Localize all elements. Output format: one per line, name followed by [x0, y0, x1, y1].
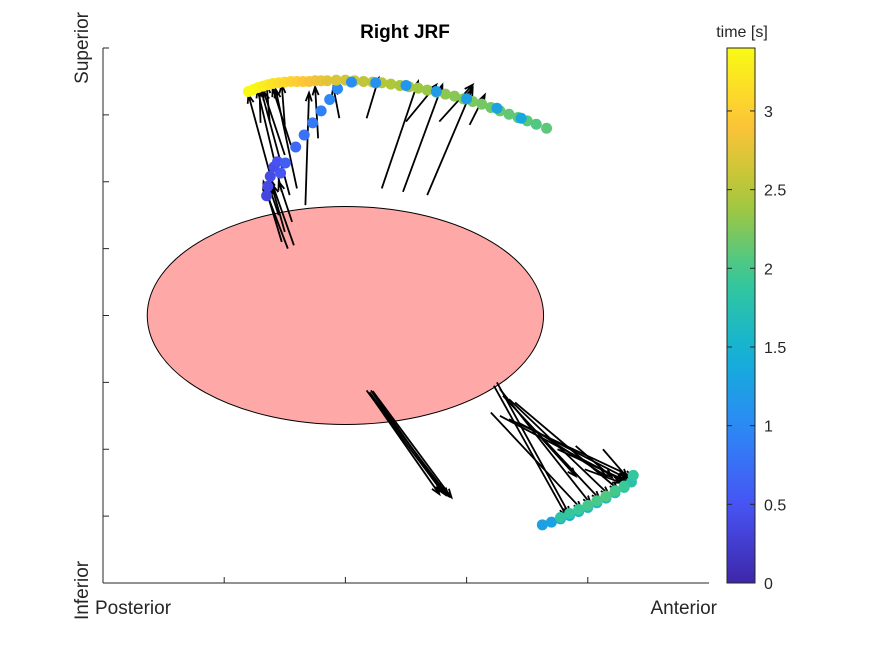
data-point: [530, 118, 542, 130]
colorbar-tick-label: 3: [764, 104, 773, 121]
data-point: [609, 485, 621, 497]
force-arrow: [368, 391, 450, 497]
colorbar-tick-label: 1.5: [764, 340, 786, 357]
ellipse-layer: [146, 205, 545, 426]
data-point: [461, 93, 473, 105]
force-arrow: [271, 87, 292, 146]
data-point: [564, 507, 576, 519]
data-point: [573, 503, 585, 515]
force-arrow-head: [567, 467, 578, 478]
data-point: [385, 78, 397, 90]
force-arrow: [575, 445, 613, 479]
data-point: [298, 129, 310, 141]
data-point: [476, 98, 488, 110]
data-point: [627, 469, 639, 481]
data-point: [491, 102, 503, 114]
force-arrow: [502, 395, 601, 501]
data-point: [600, 490, 612, 502]
x-axis-label-left: Posterior: [95, 598, 172, 619]
force-arrow: [402, 84, 444, 193]
data-point: [324, 93, 336, 105]
force-arrow: [304, 92, 310, 206]
force-arrow: [584, 468, 622, 484]
force-arrow: [538, 435, 577, 477]
data-point: [290, 141, 302, 153]
force-arrow-head: [618, 468, 629, 480]
data-point: [582, 499, 594, 511]
force-arrow: [493, 385, 568, 517]
data-point: [536, 519, 548, 531]
data-point: [345, 76, 357, 88]
force-arrow: [280, 84, 286, 125]
force-arrow: [438, 84, 474, 123]
x-axis-label-right: Anterior: [650, 598, 717, 619]
force-arrow-head: [304, 90, 313, 102]
force-arrow: [380, 81, 419, 189]
data-point: [618, 480, 630, 492]
data-point: [421, 84, 433, 96]
joint-ellipse: [146, 205, 545, 426]
data-point: [279, 157, 291, 169]
data-point: [412, 82, 424, 94]
data-point: [261, 190, 273, 202]
force-arrow-head: [277, 179, 286, 191]
data-point: [515, 112, 527, 124]
data-point: [439, 88, 451, 100]
colorbar-gradient: [726, 47, 756, 584]
data-point: [315, 105, 327, 117]
force-arrow: [271, 184, 295, 246]
data-point: [358, 75, 370, 87]
colorbar-tick-label: 2: [764, 261, 773, 278]
data-point: [545, 516, 557, 528]
data-point: [400, 79, 412, 91]
colorbar-tick-label: 0: [764, 576, 773, 593]
force-arrow: [365, 389, 444, 493]
colorbar-tick-label: 0.5: [764, 497, 786, 514]
y-axis-label-top: Superior: [72, 11, 93, 83]
data-point: [321, 75, 333, 87]
data-point: [275, 167, 287, 179]
colorbar-label: time [s]: [716, 24, 768, 41]
colorbar-ticks: 0 0.5 1 1.5 2 2.5 3: [727, 104, 786, 593]
axis-layer: [102, 47, 709, 584]
force-arrow: [371, 390, 453, 498]
colorbar: 0 0.5 1 1.5 2 2.5 3 time [s]: [716, 24, 786, 593]
force-arrow-head: [443, 488, 454, 500]
force-arrow: [490, 411, 583, 511]
data-point: [503, 108, 515, 120]
data-point: [541, 122, 553, 134]
data-point: [307, 117, 319, 129]
data-point: [448, 90, 460, 102]
data-point: [370, 77, 382, 89]
force-arrow: [426, 87, 474, 196]
data-point: [264, 170, 276, 182]
y-axis-label-bottom: Inferior: [72, 560, 93, 620]
force-arrow: [532, 428, 607, 477]
plot-area: [102, 47, 709, 584]
point-layer: [242, 74, 639, 531]
data-point: [330, 74, 342, 86]
force-arrow: [557, 448, 631, 484]
colorbar-tick-label: 2.5: [764, 183, 786, 200]
force-arrow: [262, 91, 286, 156]
data-point: [262, 180, 274, 192]
force-arrow-head: [464, 82, 475, 94]
force-arrow: [277, 181, 293, 223]
data-point: [591, 495, 603, 507]
force-arrow-head: [603, 469, 615, 480]
data-point: [430, 85, 442, 97]
data-point: [555, 511, 567, 523]
colorbar-tick-label: 1: [764, 419, 773, 436]
force-arrow-head: [311, 84, 320, 96]
chart-title: Right JRF: [360, 22, 450, 43]
force-arrow: [259, 87, 291, 196]
data-point: [332, 83, 344, 95]
force-arrow: [496, 381, 571, 516]
force-arrow: [602, 448, 628, 478]
